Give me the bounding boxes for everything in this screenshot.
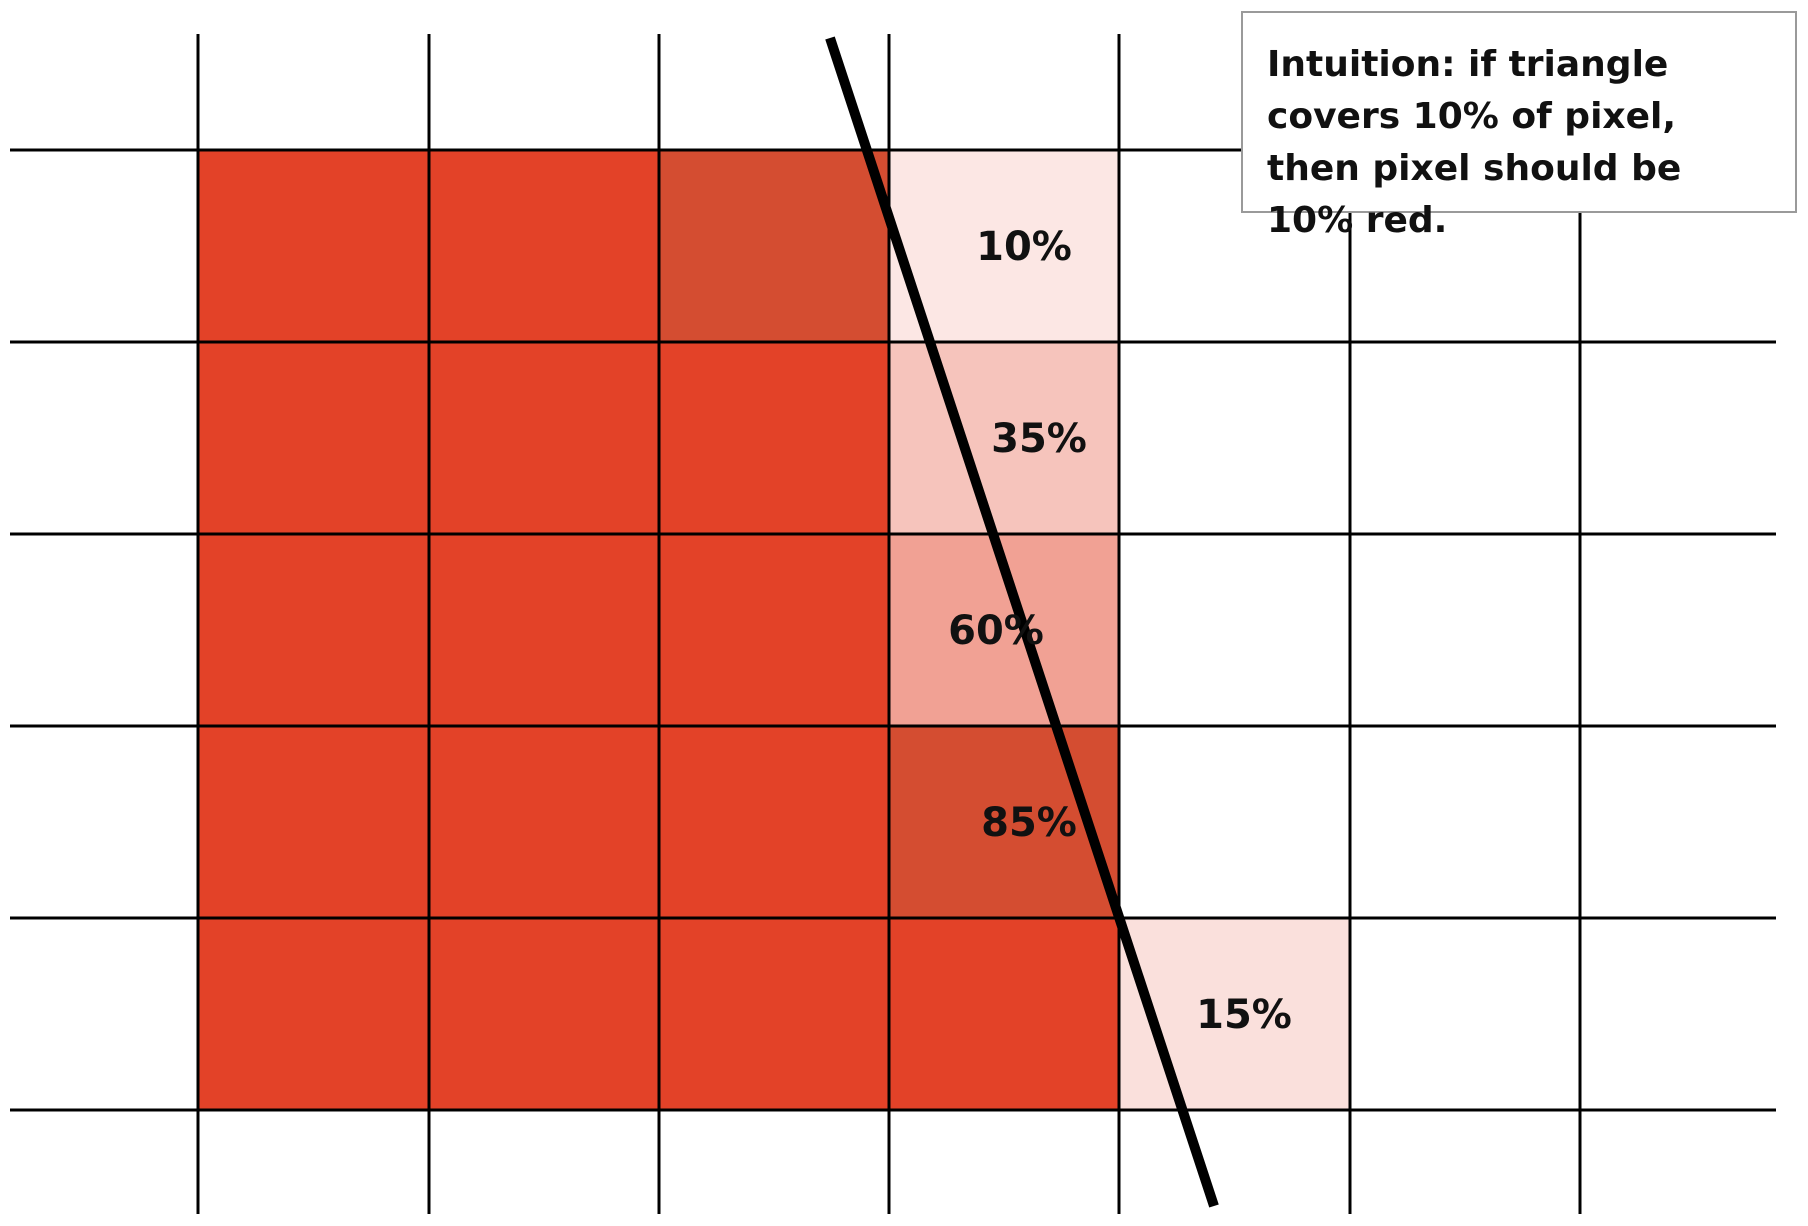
intuition-text: Intuition: if triangle covers 10% of pix…: [1267, 44, 1682, 241]
triangle-edge: [825, 36, 1219, 1208]
pixel-cell-r4-c1: [429, 918, 659, 1110]
intuition-callout: Intuition: if triangle covers 10% of pix…: [1241, 11, 1797, 241]
coverage-label-r0-c3: 10%: [976, 224, 1072, 270]
pixel-cell-r4-c4: [1119, 918, 1349, 1110]
pixel-cell-r4-c3: [889, 918, 1119, 1110]
pixel-cell-r0-c2: [659, 150, 889, 342]
grid-lines: [10, 34, 1776, 1214]
pixel-cell-r1-c3: [889, 342, 1119, 534]
pixel-cell-r1-c0: [198, 342, 428, 534]
pixel-cell-r3-c1: [429, 726, 659, 918]
pixel-cells: [198, 150, 1349, 1110]
coverage-label-r4-c4: 15%: [1196, 992, 1292, 1038]
coverage-label-r1-c3: 35%: [991, 416, 1087, 462]
pixel-cell-r3-c0: [198, 726, 428, 918]
coverage-label-r2-c3: 60%: [948, 608, 1044, 654]
pixel-cell-r2-c1: [429, 534, 659, 726]
coverage-label-r3-c3: 85%: [981, 800, 1077, 846]
pixel-cell-r2-c2: [659, 534, 889, 726]
pixel-cell-r0-c1: [429, 150, 659, 342]
triangle-edge-line: [825, 36, 1219, 1208]
pixel-cell-r0-c3: [889, 150, 1119, 342]
pixel-cell-r3-c2: [659, 726, 889, 918]
coverage-labels: 10% 35% 60% 85% 15%: [948, 224, 1292, 1038]
pixel-cell-r1-c2: [659, 342, 889, 534]
pixel-cell-r3-c3: [889, 726, 1119, 918]
pixel-cell-r4-c0: [198, 918, 428, 1110]
pixel-cell-r0-c0: [198, 150, 428, 342]
pixel-cell-r4-c2: [659, 918, 889, 1110]
pixel-cell-r2-c0: [198, 534, 428, 726]
pixel-cell-r1-c1: [429, 342, 659, 534]
